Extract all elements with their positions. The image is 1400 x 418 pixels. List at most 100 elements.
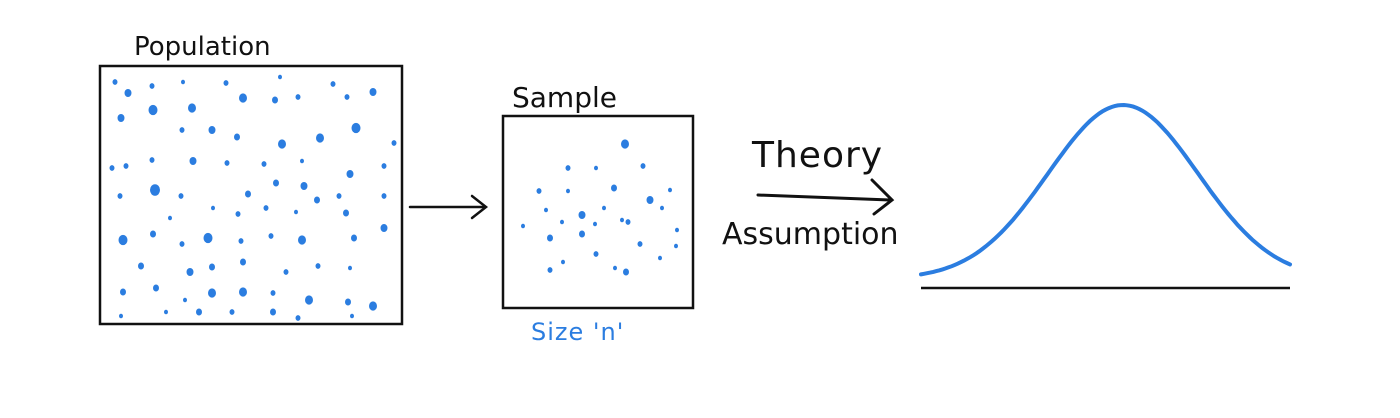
scatter-dot <box>203 232 213 244</box>
scatter-dot <box>637 241 643 247</box>
scatter-dot <box>270 308 276 316</box>
scatter-dot <box>391 140 397 146</box>
scatter-dot <box>178 193 184 199</box>
scatter-dot <box>658 255 662 261</box>
scatter-dot <box>611 184 617 192</box>
scatter-dot <box>380 223 388 233</box>
scatter-dot <box>272 96 278 104</box>
scatter-dot <box>208 125 216 135</box>
scatter-dot <box>348 265 352 271</box>
scatter-dot <box>369 87 377 97</box>
scatter-dot <box>674 243 678 249</box>
scatter-dot <box>196 308 202 316</box>
scatter-dot <box>179 241 185 247</box>
scatter-dot <box>547 234 553 242</box>
scatter-dot <box>229 309 235 315</box>
scatter-dot <box>148 104 158 116</box>
scatter-dot <box>594 165 598 171</box>
theory-label: Theory <box>752 135 884 176</box>
scatter-dot <box>336 193 342 199</box>
scatter-dot <box>273 179 279 187</box>
scatter-dot <box>602 205 606 211</box>
scatter-dot <box>224 160 230 166</box>
scatter-dot <box>181 79 185 85</box>
scatter-dot <box>561 259 565 265</box>
scatter-dot <box>183 297 187 303</box>
scatter-dot <box>623 268 629 276</box>
scatter-dot <box>579 230 585 238</box>
population-dots <box>109 74 397 321</box>
scatter-dot <box>668 187 672 193</box>
scatter-dot <box>164 309 168 315</box>
bell-curve <box>919 102 1292 277</box>
scatter-dot <box>138 262 144 270</box>
scatter-dot <box>118 234 128 246</box>
scatter-dot <box>124 88 132 98</box>
scatter-dot <box>168 215 172 221</box>
scatter-dot <box>120 288 126 296</box>
scatter-dot <box>234 133 240 141</box>
scatter-dot <box>350 313 354 319</box>
scatter-dot <box>660 205 664 211</box>
population-label: Population <box>134 32 271 62</box>
scatter-dot <box>278 139 286 149</box>
sample-box <box>501 114 695 310</box>
scatter-dot <box>315 263 321 269</box>
scatter-dot <box>149 157 155 163</box>
scatter-dot <box>621 139 629 149</box>
scatter-dot <box>189 156 197 166</box>
scatter-dot <box>593 251 599 257</box>
scatter-dot <box>209 263 215 271</box>
scatter-dot <box>345 298 351 306</box>
scatter-dot <box>294 209 298 215</box>
scatter-dot <box>566 188 570 194</box>
scatter-dot <box>593 221 597 227</box>
scatter-dot <box>344 94 350 100</box>
scatter-dot <box>560 219 564 225</box>
scatter-dot <box>330 81 336 87</box>
scatter-dot <box>263 205 269 211</box>
population-to-sample-arrow <box>408 194 489 220</box>
theory-arrow <box>756 178 895 216</box>
scatter-dot <box>211 205 215 211</box>
scatter-dot <box>117 193 123 199</box>
scatter-dot <box>305 295 313 305</box>
scatter-dot <box>109 165 115 171</box>
scatter-dot <box>381 163 387 169</box>
scatter-dot <box>620 217 624 223</box>
scatter-dot <box>261 161 267 167</box>
scatter-dot <box>675 227 679 233</box>
scatter-dot <box>351 234 357 242</box>
scatter-dot <box>314 196 320 204</box>
scatter-dot <box>188 103 196 113</box>
scatter-dot <box>208 288 216 298</box>
assumption-label: Assumption <box>722 217 899 252</box>
scatter-dot <box>536 188 542 194</box>
scatter-dot <box>117 113 125 123</box>
sample-size-label: Size 'n' <box>531 318 625 346</box>
scatter-dot <box>298 235 306 245</box>
scatter-dot <box>123 163 129 169</box>
scatter-dot <box>547 267 553 273</box>
scatter-dot <box>346 169 354 179</box>
scatter-dot <box>381 193 387 199</box>
scatter-dot <box>521 223 525 229</box>
scatter-dot <box>625 219 631 225</box>
scatter-dot <box>235 211 241 217</box>
scatter-dot <box>179 127 185 133</box>
scatter-dot <box>300 181 308 191</box>
scatter-dot <box>565 165 571 171</box>
scatter-dot <box>369 301 377 311</box>
scatter-dot <box>578 210 586 220</box>
scatter-dot <box>283 269 289 275</box>
scatter-dot <box>150 230 156 238</box>
scatter-dot <box>150 184 160 196</box>
scatter-dot <box>238 238 244 244</box>
scatter-dot <box>149 83 155 89</box>
scatter-dot <box>112 79 118 85</box>
scatter-dot <box>119 313 123 319</box>
scatter-dot <box>245 190 251 198</box>
normal-distribution <box>919 102 1292 290</box>
scatter-dot <box>153 284 159 292</box>
scatter-dot <box>278 74 282 80</box>
